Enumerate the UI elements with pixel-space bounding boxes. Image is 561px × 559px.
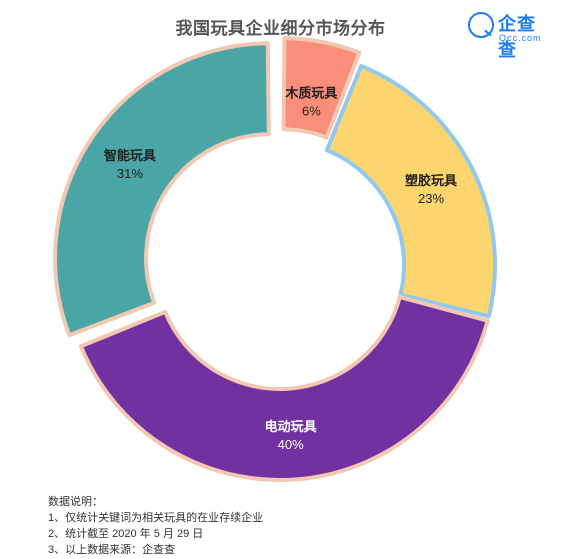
slice-value-2: 40% — [278, 437, 304, 452]
chart-title: 我国玩具企业细分市场分布 — [175, 19, 386, 38]
slice-value-1: 23% — [418, 191, 444, 206]
notes-line-1: 1、仅统计关键词为相关玩具的在业存续企业 — [48, 512, 264, 524]
magnifier-icon — [468, 12, 494, 38]
slice-2 — [78, 295, 490, 482]
slice-label-3: 智能玩具 — [104, 148, 156, 163]
slice-label-1: 塑胶玩具 — [405, 173, 457, 188]
slice-0 — [281, 36, 362, 140]
notes-heading: 数据说明： — [48, 496, 103, 508]
notes-line-3: 3、以上数据来源：企查查 — [48, 544, 176, 556]
slice-1 — [324, 63, 497, 319]
logo-subtitle: Qcc.com — [499, 33, 542, 43]
slice-3 — [53, 41, 271, 338]
slice-label-2: 电动玩具 — [265, 419, 317, 434]
logo-name: 企查查 — [498, 14, 536, 60]
notes-line-2: 2、统计截至 2020 年 5 月 29 日 — [48, 528, 204, 540]
slice-value-0: 6% — [302, 103, 321, 118]
qcc-logo: 企查查 Qcc.com — [468, 10, 554, 60]
slice-value-3: 31% — [117, 166, 143, 181]
slice-label-0: 木质玩具 — [284, 85, 337, 100]
data-notes: 数据说明： 1、仅统计关键词为相关玩具的在业存续企业 2、统计截至 2020 年… — [48, 494, 263, 558]
